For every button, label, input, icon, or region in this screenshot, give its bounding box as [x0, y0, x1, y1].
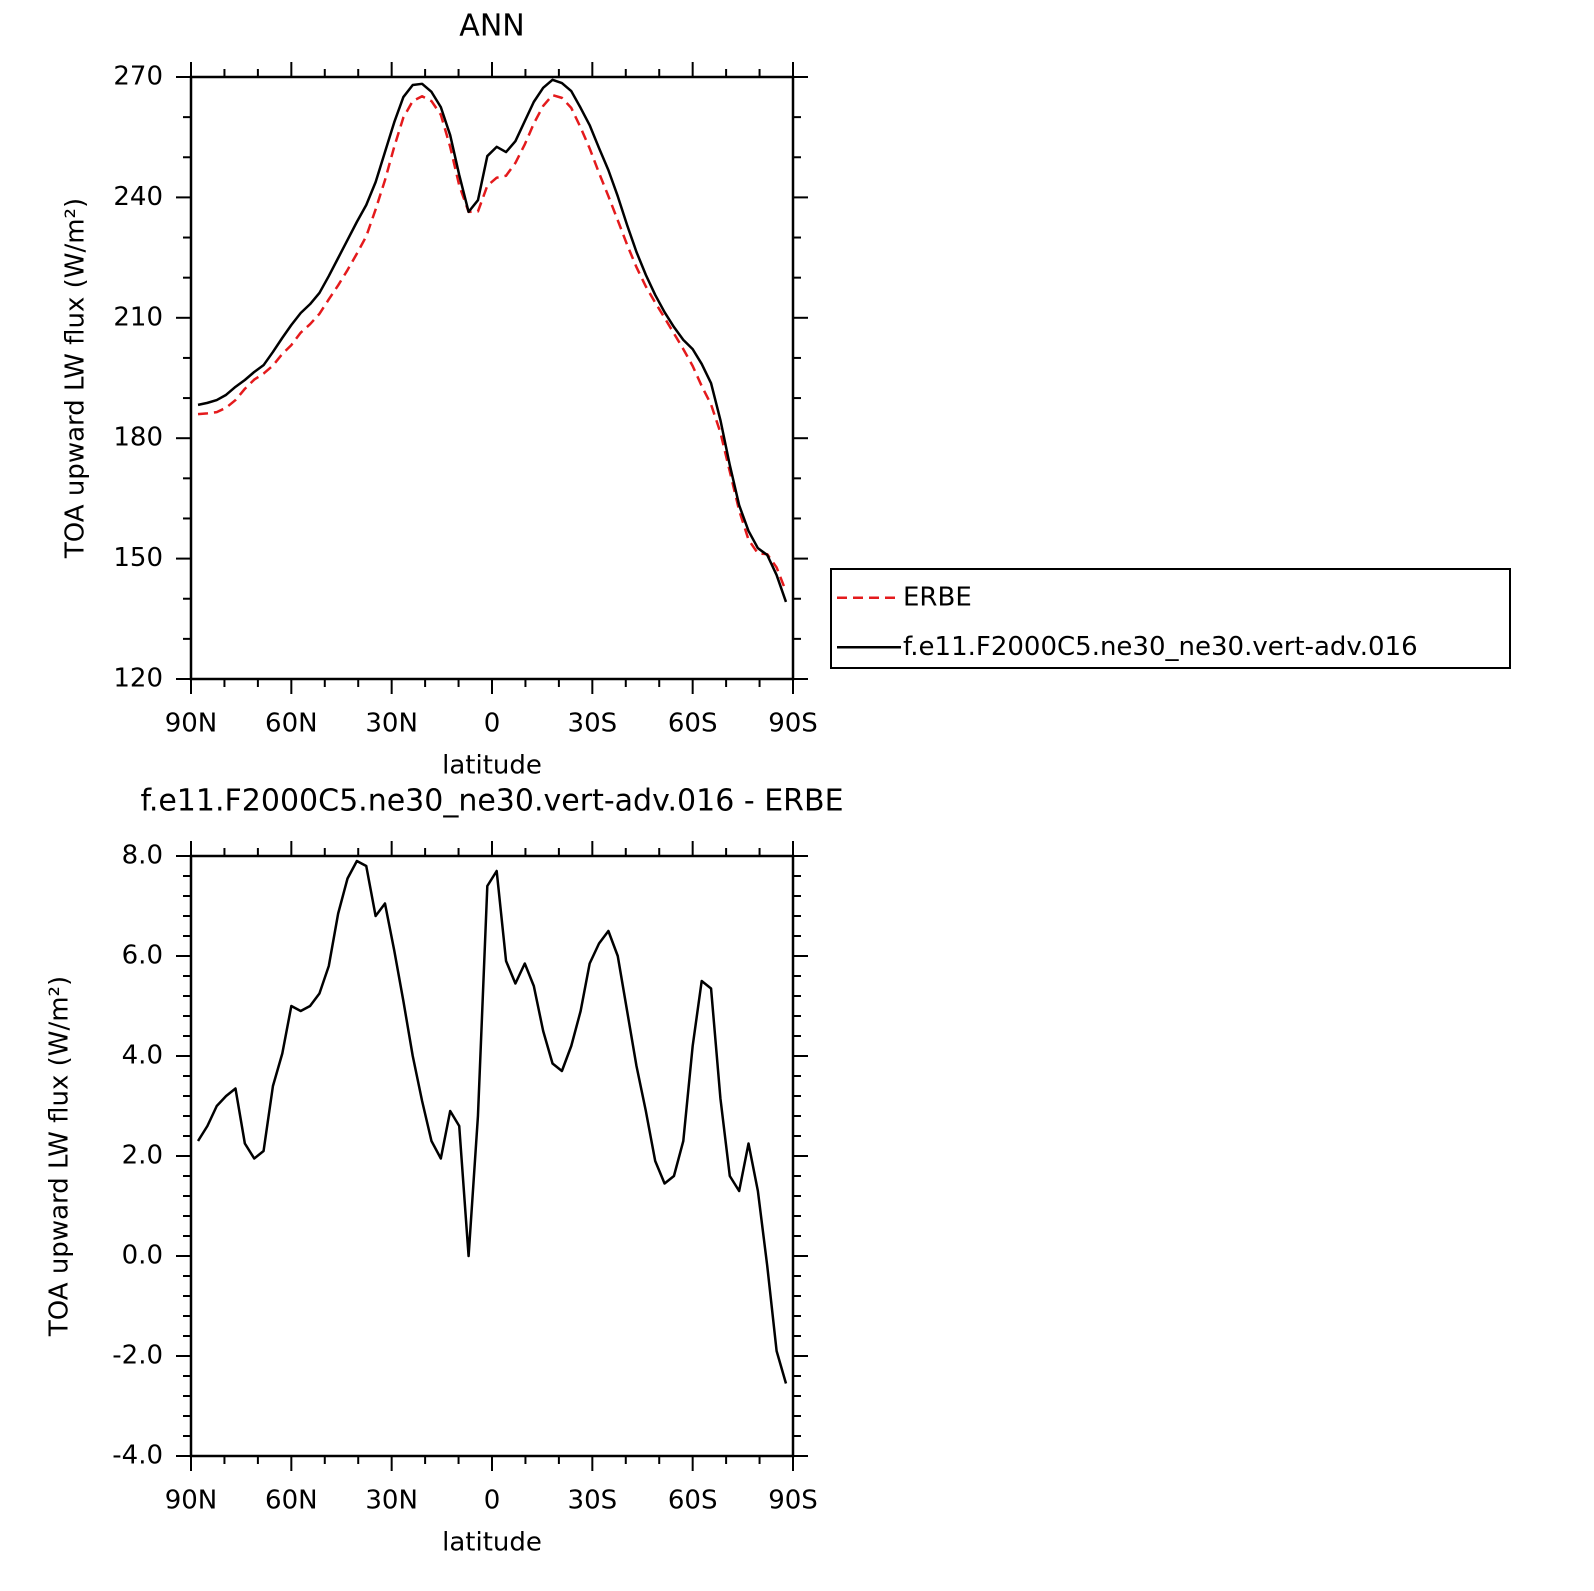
x-tick-label: 60S: [668, 709, 718, 739]
plot-frame: [189, 854, 795, 1458]
x-tick-label: 30N: [365, 1486, 418, 1516]
y-tick-label: 120: [113, 664, 163, 694]
y-tick-label: -4.0: [112, 1441, 163, 1471]
y-tick-label: 0.0: [122, 1241, 163, 1271]
plot-frame: [189, 75, 795, 681]
panel: ANN latitude TOA upward LW flux (W/m²) 120 1…: [61, 9, 1511, 781]
data-line: [197, 78, 788, 603]
y-tick-label: 270: [113, 62, 163, 92]
x-axis-label: latitude: [442, 751, 542, 781]
y-tick-label: 6.0: [122, 941, 163, 971]
chart-title: f.e11.F2000C5.ne30_ne30.vert-adv.016 - E…: [140, 784, 843, 819]
x-tick-label: 60S: [668, 1486, 718, 1516]
x-tick-label: 30S: [568, 1486, 618, 1516]
x-tick-label: 60N: [265, 1486, 318, 1516]
x-tick-label: 90S: [768, 1486, 818, 1516]
x-tick-label: 90S: [768, 709, 818, 739]
y-axis-label: TOA upward LW flux (W/m²): [45, 976, 75, 1337]
y-axis-label: TOA upward LW flux (W/m²): [61, 198, 91, 559]
x-tick-label: 90N: [165, 709, 218, 739]
legend-label: ERBE: [903, 582, 972, 612]
chart-title: ANN: [459, 9, 524, 44]
panel: f.e11.F2000C5.ne30_ne30.vert-adv.016 - E…: [45, 784, 844, 1558]
legend-label: f.e11.F2000C5.ne30_ne30.vert-adv.016: [903, 632, 1418, 662]
y-tick-label: 8.0: [122, 841, 163, 871]
x-tick-label: 90N: [165, 1486, 218, 1516]
data-line: [197, 93, 788, 592]
y-tick-label: -2.0: [112, 1341, 163, 1371]
y-tick-label: 2.0: [122, 1141, 163, 1171]
y-tick-label: 240: [113, 182, 163, 212]
x-tick-label: 60N: [265, 709, 318, 739]
y-tick-label: 180: [113, 423, 163, 453]
data-line: [196, 859, 788, 1384]
x-tick-label: 0: [484, 1486, 501, 1516]
y-tick-label: 150: [113, 543, 163, 573]
y-tick-label: 4.0: [122, 1041, 163, 1071]
x-tick-label: 30N: [365, 709, 418, 739]
legend: ERBE f.e11.F2000C5.ne30_ne30.vert-adv.016: [830, 568, 1511, 669]
x-tick-label: 30S: [568, 709, 618, 739]
y-tick-label: 210: [113, 302, 163, 332]
x-axis-label: latitude: [442, 1528, 542, 1558]
x-tick-label: 0: [484, 709, 501, 739]
legend-box: [830, 568, 1511, 669]
